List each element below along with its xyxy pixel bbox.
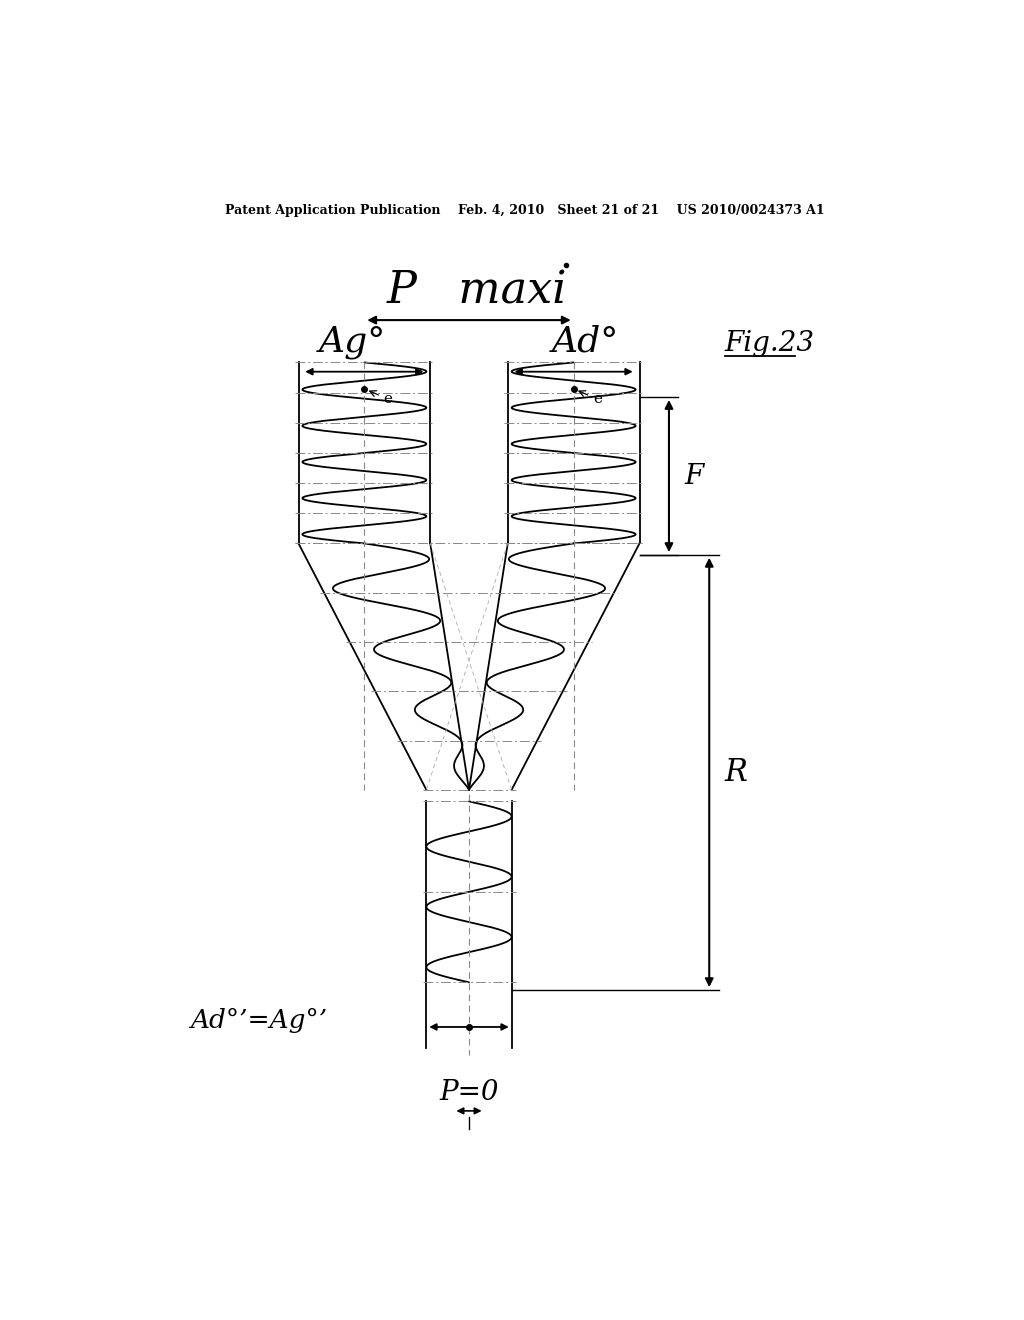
Text: Patent Application Publication    Feb. 4, 2010   Sheet 21 of 21    US 2010/00243: Patent Application Publication Feb. 4, 2…	[225, 205, 824, 218]
Text: R: R	[725, 756, 748, 788]
Text: Ad°: Ad°	[552, 325, 618, 359]
Text: Fig.23: Fig.23	[725, 330, 815, 356]
Text: P=0: P=0	[439, 1078, 499, 1106]
Text: Ag°: Ag°	[319, 325, 386, 359]
Text: Ad°’=Ag°’: Ad°’=Ag°’	[190, 1008, 327, 1034]
Text: e: e	[579, 391, 602, 407]
Text: P   maxi: P maxi	[386, 269, 567, 313]
Text: F: F	[684, 462, 703, 490]
Text: e: e	[370, 391, 393, 407]
